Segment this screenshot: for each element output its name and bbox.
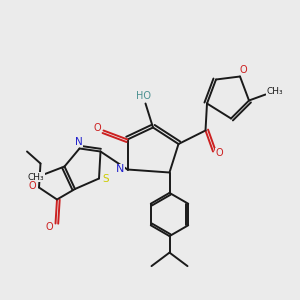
Text: O: O [239,65,247,75]
Text: HO: HO [136,91,151,101]
Text: CH₃: CH₃ [28,172,44,182]
Text: O: O [93,123,101,133]
Text: O: O [46,221,53,232]
Text: N: N [75,137,83,147]
Text: O: O [28,181,36,191]
Text: N: N [116,164,124,175]
Text: CH₃: CH₃ [266,87,283,96]
Text: O: O [215,148,223,158]
Text: S: S [102,174,109,184]
